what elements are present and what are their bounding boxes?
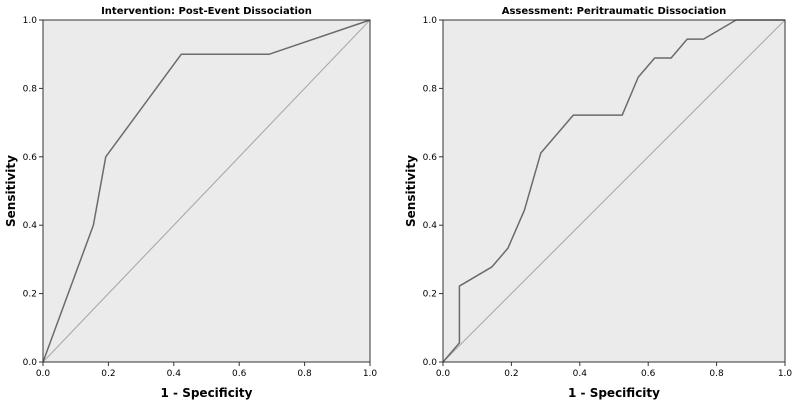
y-tick-label: 0.6 — [23, 153, 38, 163]
x-axis-title: 1 - Specificity — [568, 386, 660, 400]
x-tick-label: 0.8 — [709, 369, 724, 379]
roc-curve-line — [442, 19, 785, 363]
y-tick-label: 0.2 — [423, 290, 437, 300]
x-tick-label: 0.2 — [504, 369, 518, 379]
roc-panel-2: 0.0 0.2 0.4 0.6 0.8 1.0 0.0 0.2 0.4 0.6 0.8 1.0 Asse… — [404, 6, 792, 400]
reference-diagonal-line — [442, 19, 786, 363]
y-axis-title: Sensitivity — [4, 155, 18, 227]
y-tick-label: 0.4 — [23, 221, 38, 231]
x-tick-label: 0.6 — [232, 369, 247, 379]
y-tick-label: 0.2 — [23, 290, 37, 300]
x-tick-label: 0.2 — [101, 369, 115, 379]
x-axis-title: 1 - Specificity — [161, 386, 253, 400]
reference-diagonal-line — [42, 19, 371, 363]
y-tick-label: 0.8 — [423, 84, 438, 94]
x-tick-label: 0.0 — [436, 369, 451, 379]
panel-title: Assessment: Peritraumatic Dissociation — [502, 6, 727, 17]
y-tick-label: 0.8 — [23, 84, 38, 94]
y-tick-label: 0.6 — [423, 153, 438, 163]
roc-panel-1: 0.0 0.2 0.4 0.6 0.8 1.0 0.0 0.2 0.4 0.6 0.8 1.0 Inte… — [4, 6, 377, 400]
y-tick-label: 0.0 — [23, 358, 38, 368]
x-tick-label: 0.4 — [573, 369, 588, 379]
y-tick-label: 1.0 — [423, 16, 438, 26]
panel-title: Intervention: Post-Event Dissociation — [101, 6, 312, 17]
y-tick-label: 0.4 — [423, 221, 438, 231]
plot-frame — [442, 19, 786, 363]
x-tick-label: 0.4 — [167, 369, 182, 379]
x-tick-label: 0.6 — [641, 369, 656, 379]
plot-frame — [42, 19, 371, 363]
x-tick-label: 1.0 — [778, 369, 793, 379]
x-tick-label: 0.0 — [36, 369, 51, 379]
roc-curve-line — [42, 19, 371, 363]
x-tick-label: 1.0 — [363, 369, 378, 379]
y-tick-label: 0.0 — [423, 358, 438, 368]
y-tick-label: 1.0 — [23, 16, 38, 26]
x-tick-label: 0.8 — [297, 369, 312, 379]
y-axis-title: Sensitivity — [404, 155, 418, 227]
